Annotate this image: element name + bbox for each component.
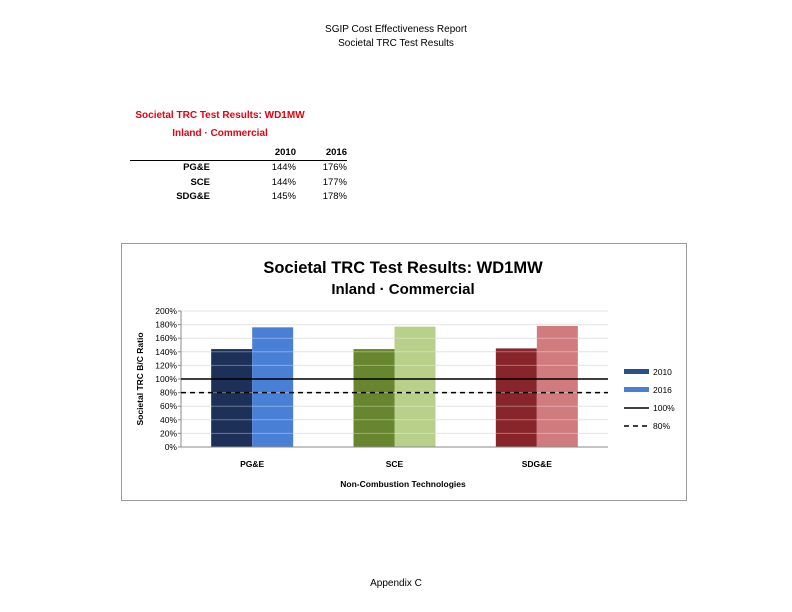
bar-2010-2 [353, 349, 395, 447]
cell-value: 145% [271, 191, 296, 203]
table-header-2016: 2016 [296, 145, 347, 161]
report-title: SGIP Cost Effectiveness Report [325, 24, 467, 35]
bar-2010-1 [211, 349, 253, 447]
x-tick-label: PG&E [240, 459, 264, 469]
page-footer: Appendix C [370, 578, 422, 589]
report-subtitle: Societal TRC Test Results [338, 38, 454, 49]
y-tick-label: 60% [160, 401, 177, 411]
legend-swatch-2010 [624, 369, 649, 374]
chart-subtitle: Inland · Commercial [331, 281, 474, 298]
y-tick-label: 40% [160, 415, 177, 425]
y-tick-label: 0% [165, 442, 178, 452]
y-tick-label: 120% [155, 360, 177, 370]
cell-value: 144% [271, 162, 296, 174]
y-tick-label: 100% [155, 374, 177, 384]
results-table: 2010 2016 PG&E 144% 176% SCE 144% 177% S… [130, 145, 347, 204]
table-header-2010: 2010 [210, 145, 296, 161]
bar-2016-3 [536, 325, 578, 447]
x-axis-label: Non-Combustion Technologies [340, 479, 466, 489]
x-tick-label: SDG&E [522, 459, 553, 469]
row-label: SDG&E [176, 191, 210, 203]
cell-value: 176% [322, 162, 347, 174]
legend-label-80: 80% [653, 421, 670, 431]
table-row: PG&E 144% 176% [130, 160, 347, 175]
cell-value: 144% [271, 176, 296, 188]
y-tick-label: 180% [155, 320, 177, 330]
row-label: PG&E [183, 162, 210, 174]
y-axis-label: Societal TRC B/C Ratio [135, 332, 145, 425]
table-title: Societal TRC Test Results: WD1MW [135, 110, 305, 121]
legend-label-2010: 2010 [653, 367, 672, 377]
table-row: SCE 144% 177% [130, 175, 347, 190]
cell-value: 177% [322, 176, 347, 188]
y-tick-label: 80% [160, 388, 177, 398]
legend-swatch-2016 [624, 387, 649, 392]
table-subtitle: Inland · Commercial [172, 128, 268, 139]
y-tick-label: 160% [155, 333, 177, 343]
x-tick-label: SCE [386, 459, 404, 469]
bar-2010-3 [495, 348, 537, 447]
y-tick-label: 140% [155, 347, 177, 357]
legend-label-100: 100% [653, 403, 675, 413]
chart-frame: Societal TRC Test Results: WD1MW Inland ·… [121, 243, 687, 501]
table-row: SDG&E 145% 178% [130, 190, 347, 205]
bar-2016-1 [252, 327, 294, 447]
legend-label-2016: 2016 [653, 385, 672, 395]
table-header-row: 2010 2016 [130, 145, 347, 161]
y-tick-label: 20% [160, 428, 177, 438]
cell-value: 178% [322, 191, 347, 203]
chart-title: Societal TRC Test Results: WD1MW [263, 259, 543, 277]
table-header-blank [130, 145, 210, 161]
bar-chart: Societal TRC Test Results: WD1MW Inland ·… [135, 259, 675, 489]
y-tick-label: 200% [155, 306, 177, 316]
row-label: SCE [190, 176, 210, 188]
bar-2016-2 [394, 326, 436, 447]
